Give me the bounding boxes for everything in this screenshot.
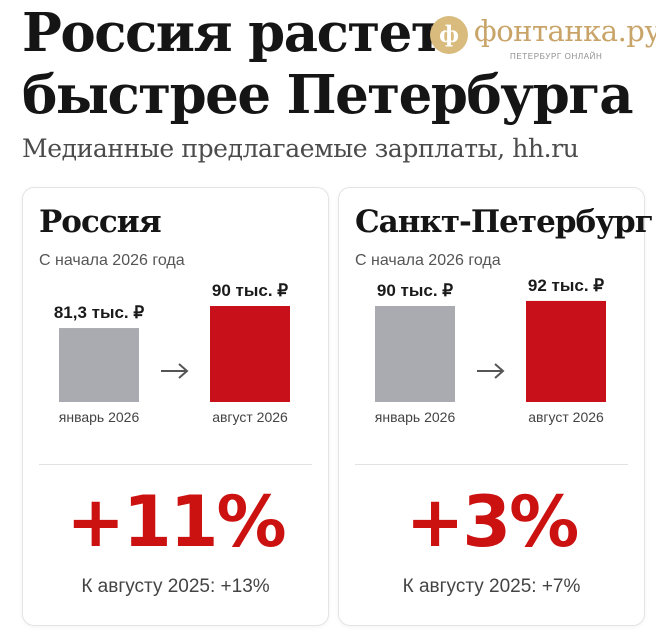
panel-spb: Санкт-Петербург С начала 2026 года 90 ты…: [338, 187, 654, 626]
year-comparison: К августу 2025: +7%: [402, 576, 581, 597]
divider: [39, 464, 312, 465]
headline-line-2: быстрее Петербурга: [22, 64, 634, 126]
bar-value-label: 90 тыс. ₽: [212, 281, 288, 300]
arrow-head-icon: [494, 363, 505, 379]
headline: Россия растет быстрее Петербурга: [22, 2, 634, 126]
bar-1: [526, 300, 606, 402]
headline-line-1: Россия растет: [22, 2, 444, 64]
logo-tagline: ПЕТЕРБУРГ ОНЛАЙН: [510, 52, 603, 61]
arrow-head-icon: [178, 363, 189, 379]
bar-value-label: 81,3 тыс. ₽: [54, 303, 145, 322]
bar-value-label: 90 тыс. ₽: [377, 281, 453, 300]
change-percent: +3%: [405, 481, 580, 563]
change-percent: +11%: [66, 481, 286, 563]
panel-russia: Россия С начала 2026 года 81,3 тыс. ₽ янв…: [22, 187, 329, 626]
logo-name: фонтанка.ру: [474, 14, 656, 48]
divider: [355, 464, 628, 465]
bar-chart-svg: 90 тыс. ₽ январь 2026 92 тыс. ₽ август 2026: [375, 276, 606, 425]
fontanka-logo-icon: ф: [430, 16, 468, 54]
panel-title: Санкт-Петербург: [355, 204, 654, 240]
panel-title: Россия: [39, 204, 162, 240]
category-label: январь 2026: [59, 409, 140, 425]
panel-subtitle: С начала 2026 года: [355, 252, 501, 269]
category-label: январь 2026: [375, 409, 456, 425]
category-label: август 2026: [528, 409, 604, 425]
bar-0: [59, 328, 139, 402]
bar-chart-svg: 81,3 тыс. ₽ январь 2026 90 тыс. ₽ август 20…: [54, 281, 290, 425]
category-label: август 2026: [212, 409, 288, 425]
panel-subtitle: С начала 2026 года: [39, 252, 185, 269]
bar-value-label: 92 тыс. ₽: [528, 276, 604, 295]
bar-0: [375, 306, 455, 402]
bar-chart-russia: 81,3 тыс. ₽ январь 2026 90 тыс. ₽ август 20…: [23, 276, 328, 426]
bar-1: [210, 306, 290, 402]
bar-chart-spb: 90 тыс. ₽ январь 2026 92 тыс. ₽ август 2026: [339, 276, 644, 426]
subtitle: Медианные предлагаемые зарплаты, hh.ru: [22, 134, 579, 163]
year-comparison: К августу 2025: +13%: [81, 576, 270, 597]
fontanka-logo[interactable]: ф фонтанка.ру ПЕТЕРБУРГ ОНЛАЙН: [430, 14, 656, 64]
